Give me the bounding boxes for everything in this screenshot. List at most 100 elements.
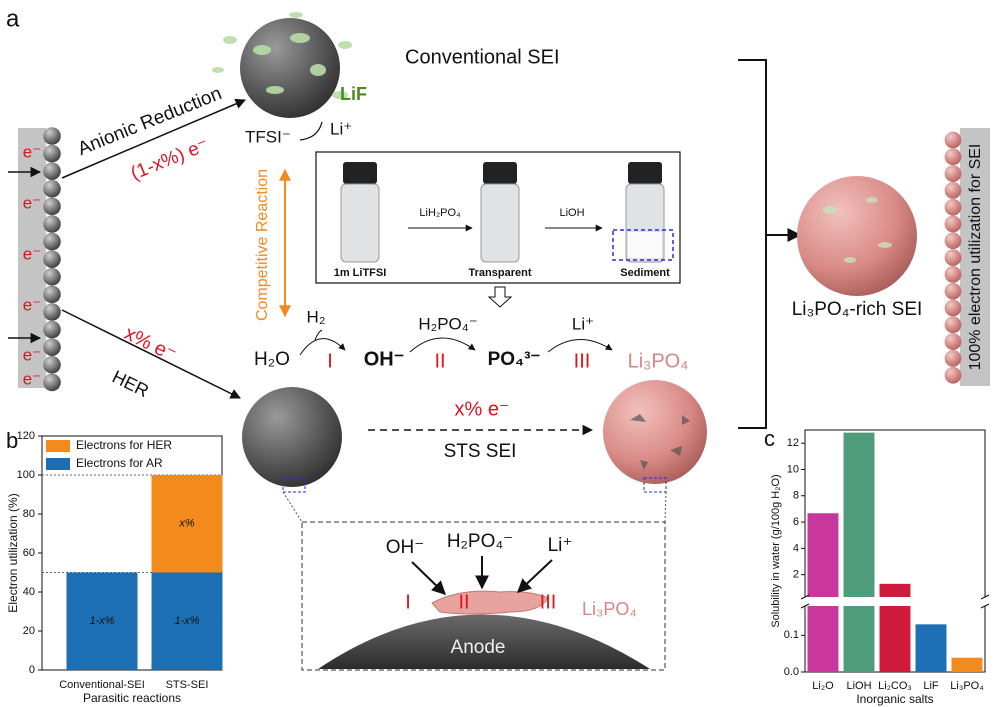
species: PO₄³⁻ [488,349,541,370]
particle [944,249,962,266]
reagent: LiOH [559,207,584,219]
sei-label: STS SEI [444,441,517,462]
x-tick-label: Li₂CO₃ [878,680,912,692]
step: II [458,591,469,613]
x-tick-label: STS-SEI [166,679,209,691]
species: OH⁻ [364,348,405,370]
particle [944,131,962,149]
particle [944,299,962,317]
species: H₂PO₄⁻ [447,531,513,552]
particle [944,215,962,233]
segment-label: 1-x% [174,615,199,627]
anode [318,614,650,669]
particle [944,148,962,166]
zoom-box [643,477,667,493]
y-tick-label: 0.1 [784,629,799,641]
electron: e⁻ [23,244,41,263]
cation-label: Li⁺ [330,119,352,138]
pathway-label: HER [109,367,152,402]
bar-segment [151,475,223,573]
species: Li⁺ [572,314,594,333]
particle [43,303,61,321]
particle [944,282,962,300]
break-mark [980,594,990,600]
particle [242,387,342,487]
electron-fraction: x% e⁻ [121,322,180,366]
anion-label: TFSI⁻ [245,127,291,146]
bar-segment [66,572,138,670]
x-tick-label: Conventional-SEI [59,679,145,691]
x-tick-label: LiF [923,680,939,692]
y-tick-label: 40 [23,586,35,598]
electrode [960,128,990,386]
x-tick-label: Li₂O [812,680,834,692]
y-tick-label: 0.0 [784,666,799,678]
y-tick-label: 12 [787,437,799,449]
y-tick-label: 100 [17,469,35,481]
particle [944,366,962,384]
bar [951,657,983,672]
arrow [411,561,447,595]
lif-label: LiF [340,84,367,104]
particle [240,18,340,118]
step: III [574,350,591,372]
x-tick-label: LiOH [846,680,871,692]
coated-particle [603,380,707,484]
x-axis-label: Inorganic salts [856,692,933,706]
electron-fraction: x% e⁻ [454,398,509,420]
y-axis-label: Solubility in water (g/100g H₂O) [770,474,782,627]
y-tick-label: 80 [23,508,35,520]
arrow [61,309,241,399]
arrow [61,98,246,179]
particle [944,165,962,183]
anode-label: Anode [451,637,506,658]
electron: e⁻ [23,295,41,314]
particle [43,285,61,304]
particle [43,320,61,339]
step: III [540,591,557,613]
sei-label: Li₃PO₄-rich SEI [792,299,923,320]
particle [43,144,61,163]
electron: e⁻ [23,193,41,212]
particle [43,162,61,180]
electron: e⁻ [23,369,41,388]
arrow [299,338,346,356]
charts: 0 20 40 60 80 100 120 Conventional-SEI 1-x% STS-S… [6,429,991,706]
particle [43,127,61,145]
sei-label: Conventional SEI [405,46,560,68]
legend-label: Electrons for HER [76,438,172,452]
legend-label: Electrons for AR [76,456,163,470]
y-tick-label: 8 [793,490,799,502]
species: OH⁻ [386,537,425,558]
vials [340,162,674,263]
bar-segment [151,572,223,670]
particle [944,182,962,199]
lif-flakes [823,197,892,263]
particle [43,232,61,251]
step: II [434,350,445,372]
particle [43,180,61,198]
li3po4-layer [431,590,549,615]
particle [944,316,962,334]
electrode-particles [43,127,61,392]
utilization-label: 100% electron utilization for SEI [967,144,984,371]
electron: e⁻ [23,142,41,161]
y-tick-label: 4 [793,542,799,554]
zoom-line [282,491,303,523]
species: H₂ [307,307,326,326]
vial-label: 1m LiTFSI [334,267,387,279]
legend-swatch [46,440,70,452]
bar [843,432,875,672]
panel-label: b [6,428,18,453]
particle [944,198,962,216]
exposed-patches [630,414,690,470]
panel-label: a [6,5,20,32]
break-mark [980,603,990,609]
hollow-arrow [487,286,513,308]
particle [944,232,962,250]
y-tick-label: 60 [23,547,35,559]
step: I [405,591,411,613]
particle [944,350,962,367]
arrow [314,329,323,341]
break-mark [800,603,810,609]
